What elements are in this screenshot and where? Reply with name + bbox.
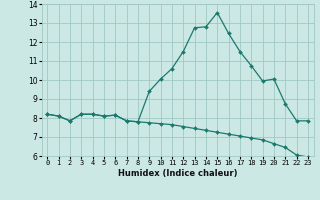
X-axis label: Humidex (Indice chaleur): Humidex (Indice chaleur) (118, 169, 237, 178)
